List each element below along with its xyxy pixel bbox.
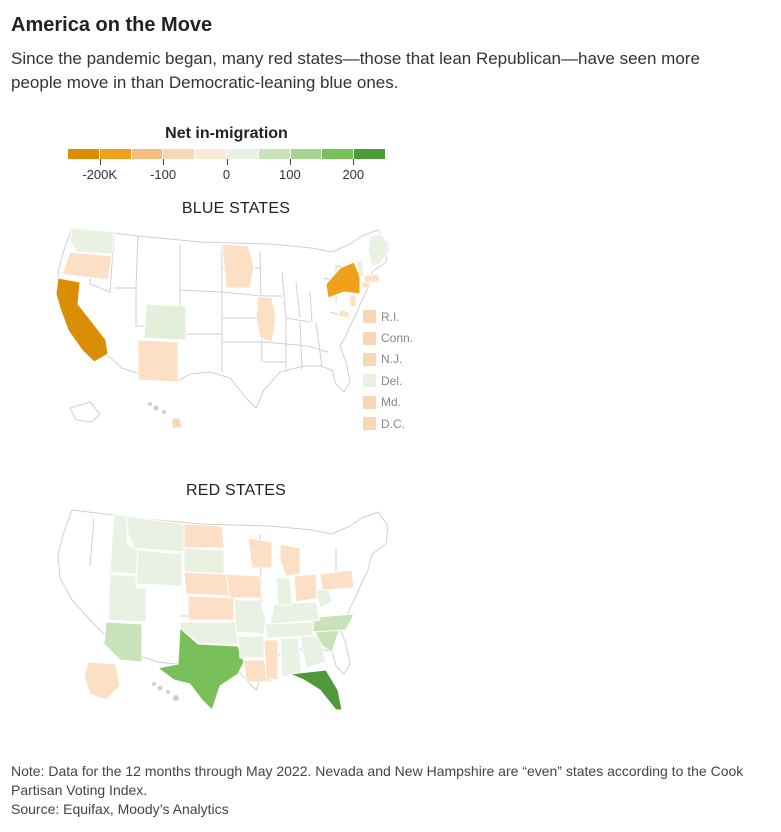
legend-title: Net in-migration (165, 125, 288, 142)
state-alaska (69, 401, 101, 423)
state-iowa (225, 573, 263, 599)
note-text: Note: Data for the 12 months through May… (11, 763, 744, 798)
small-state-label: Md. (381, 395, 402, 410)
state-montana (125, 515, 185, 553)
state-hawaii-big-island (171, 417, 183, 429)
small-state-conn: Conn. (363, 327, 413, 348)
state-oregon (61, 251, 113, 281)
legend-tick (226, 159, 228, 165)
legend-swatch-1 (99, 149, 132, 159)
state-minnesota (221, 243, 255, 289)
legend-swatch-5 (226, 149, 259, 159)
legend-swatch-3 (163, 149, 196, 159)
state-kentucky (269, 601, 321, 625)
state-hawaii (152, 682, 179, 701)
blue-states-map (55, 227, 391, 429)
legend-swatch-4 (195, 149, 227, 159)
state-texas (157, 627, 245, 711)
state-washington (69, 227, 115, 255)
small-state-del: Del. (363, 370, 413, 391)
color-legend-bar (68, 149, 385, 159)
state-alabama (279, 637, 303, 677)
state-tennessee (265, 621, 315, 639)
legend-tick-label: 200 (342, 167, 365, 182)
small-states-legend: R.I. Conn. N.J. Del. Md. D.C. (363, 306, 413, 434)
state-wyoming (135, 549, 183, 587)
state-colorado (143, 303, 187, 341)
state-utah (107, 573, 147, 623)
state-new-york (325, 261, 361, 299)
state-arizona (103, 621, 143, 663)
state-alaska (83, 661, 121, 701)
state-massachusetts (363, 273, 381, 283)
state-illinois (255, 295, 277, 343)
swatch-ri (363, 310, 376, 324)
legend-tick (163, 159, 165, 165)
state-south-dakota (183, 547, 225, 575)
small-state-label: N.J. (381, 352, 403, 367)
legend-tick-label: 0 (222, 167, 231, 182)
swatch-dc (363, 417, 376, 431)
small-state-md: Md. (363, 392, 413, 413)
state-maryland (337, 309, 351, 319)
state-north-dakota (183, 523, 225, 549)
small-state-ri: R.I. (363, 306, 413, 327)
state-new-jersey (349, 293, 357, 309)
legend-tick-label: -200K (82, 167, 118, 182)
state-florida (289, 669, 343, 711)
legend-swatch-7 (290, 149, 323, 159)
state-indiana (275, 577, 293, 607)
legend-tick-label: 100 (279, 167, 301, 182)
small-state-nj: N.J. (363, 349, 413, 370)
legend-tick-label: -100 (150, 167, 177, 182)
state-kansas (187, 595, 235, 621)
legend-swatch-8 (322, 149, 355, 159)
state-oklahoma (179, 621, 239, 645)
legend-tick (99, 159, 101, 165)
state-nebraska (183, 571, 231, 597)
small-state-dc: D.C. (363, 413, 413, 434)
legend-swatch-0 (68, 149, 100, 159)
blue-states-heading: BLUE STATES (181, 200, 291, 217)
swatch-conn (363, 331, 376, 345)
legend-ticks (68, 159, 385, 167)
state-maine (367, 233, 391, 267)
state-georgia (299, 635, 327, 669)
legend-swatch-9 (354, 149, 385, 159)
legend-tick (289, 159, 291, 165)
state-wisconsin (247, 537, 273, 569)
state-michigan (279, 543, 301, 577)
swatch-md (363, 395, 376, 409)
legend-swatch-2 (131, 149, 164, 159)
red-states-heading: RED STATES (185, 482, 287, 499)
state-pennsylvania (319, 569, 355, 591)
state-connecticut (361, 281, 371, 289)
footnote: Note: Data for the 12 months through May… (11, 762, 761, 819)
state-hawaii (148, 402, 166, 414)
small-state-label: D.C. (381, 416, 405, 431)
state-mississippi (263, 639, 279, 681)
chart-subtitle: Since the pandemic began, many red state… (11, 49, 700, 92)
state-california (55, 277, 109, 363)
state-missouri (233, 599, 267, 635)
legend-swatch-6 (258, 149, 291, 159)
state-new-mexico (137, 339, 179, 383)
small-state-label: R.I. (381, 309, 400, 324)
legend-tick (353, 159, 355, 165)
chart-title: America on the Move (11, 14, 213, 36)
swatch-nj (363, 352, 376, 366)
state-ohio (293, 573, 319, 603)
source-text: Source: Equifax, Moody’s Analytics (11, 801, 229, 817)
swatch-del (363, 374, 376, 388)
small-state-label: Conn. (381, 331, 414, 346)
small-state-label: Del. (381, 373, 403, 388)
red-states-map (57, 509, 389, 711)
state-arkansas (237, 635, 265, 659)
